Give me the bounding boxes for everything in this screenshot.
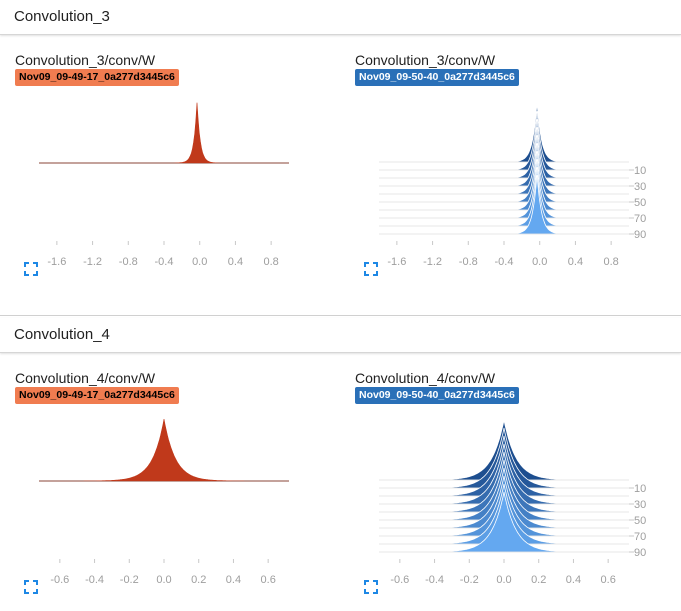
histogram-card: Convolution_3/conv/W Nov09_09-49-17_0a27… <box>15 52 335 292</box>
histogram-series <box>379 175 629 235</box>
histogram-card: Convolution_4/conv/W Nov09_09-50-40_0a27… <box>355 370 675 610</box>
histogram-chart: -0.6 -0.4 -0.2 0.0 0.2 0.4 0.6 <box>39 418 289 584</box>
x-tick-label: 0.4 <box>568 256 583 266</box>
section-divider <box>0 315 681 316</box>
run-badge: Nov09_09-50-40_0a277d3445c6 <box>355 387 519 404</box>
histogram-card: Convolution_3/conv/W Nov09_09-50-40_0a27… <box>355 52 675 292</box>
x-tick-label: -1.6 <box>47 256 66 266</box>
histogram-series <box>379 103 629 163</box>
card-title: Convolution_3/conv/W <box>355 52 496 68</box>
y-tick-label: 10 <box>634 165 646 177</box>
expand-icon[interactable] <box>364 580 378 594</box>
histogram-series <box>379 491 629 553</box>
histogram-series <box>379 135 629 195</box>
x-tick-label: -0.4 <box>495 256 514 266</box>
histogram-series <box>379 159 629 219</box>
card-title: Convolution_4/conv/W <box>15 370 156 386</box>
x-tick-label: -0.8 <box>459 256 478 266</box>
histogram-card: Convolution_4/conv/W Nov09_09-49-17_0a27… <box>15 370 335 610</box>
y-tick-label: 30 <box>634 181 646 193</box>
run-badge: Nov09_09-50-40_0a277d3445c6 <box>355 69 519 86</box>
section-title: Convolution_3 <box>14 8 110 25</box>
x-tick-label: 0.0 <box>532 256 547 266</box>
x-tick-label: 0.4 <box>228 256 243 266</box>
histogram-chart: -0.6 -0.4 -0.2 0.0 0.2 0.4 0.6 10 30 50 70 90 <box>379 419 646 584</box>
y-tick-label: 10 <box>634 483 646 495</box>
expand-icon[interactable] <box>24 262 38 276</box>
x-tick-label: 0.6 <box>261 574 276 584</box>
histogram-series <box>379 127 629 187</box>
x-tick-label: -0.4 <box>425 574 444 584</box>
y-tick-label: 70 <box>634 213 646 225</box>
card-title: Convolution_3/conv/W <box>15 52 156 68</box>
histogram-chart: -1.6 -1.2 -0.8 -0.4 0.0 0.4 0.8 <box>39 102 289 266</box>
x-tick-label: 0.8 <box>603 256 618 266</box>
x-tick-label: -0.2 <box>460 574 479 584</box>
histogram-area <box>39 418 289 482</box>
histogram-series <box>379 111 629 171</box>
x-tick-label: -0.4 <box>155 256 174 266</box>
x-tick-label: 0.8 <box>263 256 278 266</box>
x-tick-label: 0.6 <box>601 574 616 584</box>
histogram-chart: -1.6 -1.2 -0.8 -0.4 0.0 0.4 0.8 10 30 50 70 90 <box>379 103 646 266</box>
x-tick-label: 0.4 <box>566 574 581 584</box>
x-tick-label: -1.2 <box>423 256 442 266</box>
section-header[interactable]: Convolution_3 <box>0 0 681 35</box>
run-badge: Nov09_09-49-17_0a277d3445c6 <box>15 69 179 86</box>
x-tick-label: -1.2 <box>83 256 102 266</box>
x-tick-label: 0.2 <box>531 574 546 584</box>
y-tick-label: 70 <box>634 531 646 543</box>
expand-icon[interactable] <box>24 580 38 594</box>
x-tick-label: 0.2 <box>191 574 206 584</box>
histogram-series <box>379 167 629 227</box>
x-tick-label: -0.6 <box>390 574 409 584</box>
x-tick-label: -1.6 <box>387 256 406 266</box>
section-title: Convolution_4 <box>14 326 110 343</box>
histogram-area <box>39 102 289 164</box>
histogram-series <box>379 143 629 203</box>
histogram-series <box>379 119 629 179</box>
y-tick-label: 30 <box>634 499 646 511</box>
x-tick-label: -0.8 <box>119 256 138 266</box>
x-tick-label: -0.6 <box>50 574 69 584</box>
card-title: Convolution_4/conv/W <box>355 370 496 386</box>
x-tick-label: 0.4 <box>226 574 241 584</box>
expand-icon[interactable] <box>364 262 378 276</box>
y-tick-label: 90 <box>634 547 646 559</box>
y-tick-label: 90 <box>634 229 646 241</box>
y-tick-label: 50 <box>634 197 646 209</box>
x-tick-label: -0.2 <box>120 574 139 584</box>
histogram-series <box>379 151 629 211</box>
run-badge: Nov09_09-49-17_0a277d3445c6 <box>15 387 179 404</box>
x-tick-label: 0.0 <box>496 574 511 584</box>
y-tick-label: 50 <box>634 515 646 527</box>
x-tick-label: 0.0 <box>192 256 207 266</box>
section-header[interactable]: Convolution_4 <box>0 318 681 353</box>
x-tick-label: -0.4 <box>85 574 104 584</box>
x-tick-label: 0.0 <box>156 574 171 584</box>
